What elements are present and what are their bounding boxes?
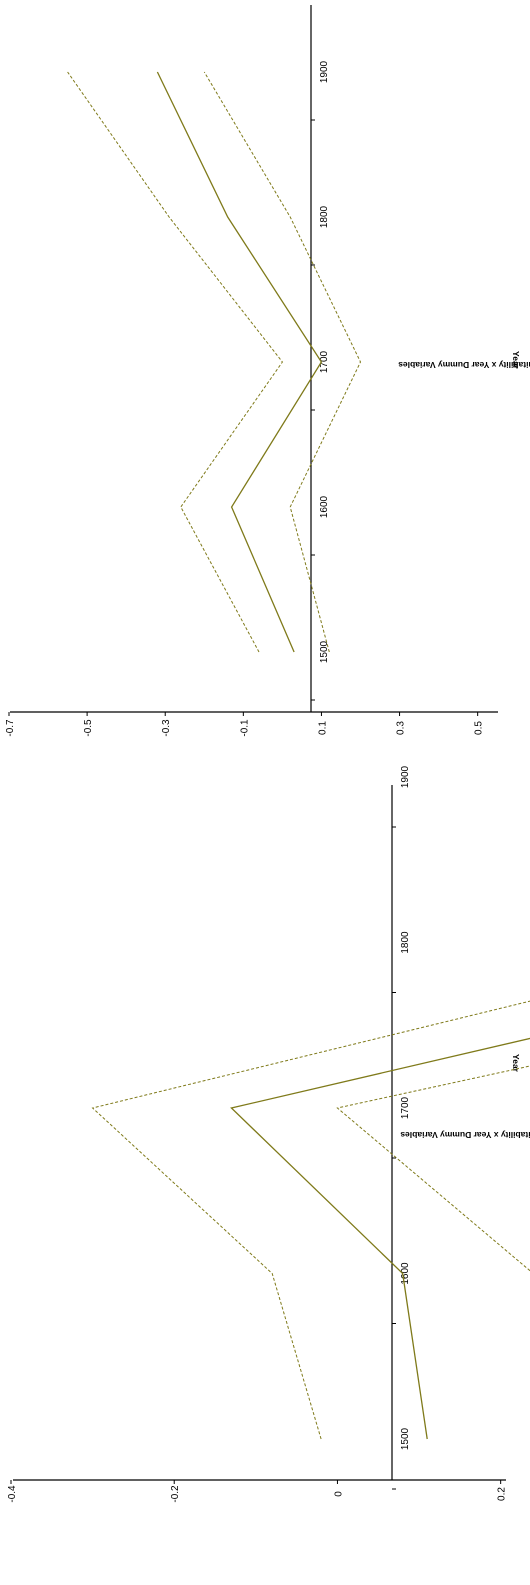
x-tick-label: 1700 xyxy=(319,350,330,373)
y-tick-label: 0.5 xyxy=(474,721,485,735)
x-tick-label: 1500 xyxy=(400,1427,411,1450)
y-tick-labels: -0.7-0.5-0.3-0.10.10.30.50.70.91.1 xyxy=(5,712,485,737)
x-axis-label: Year xyxy=(511,1054,521,1073)
series-group xyxy=(91,1000,530,1440)
x-tick-label: 1800 xyxy=(319,205,330,228)
y-axis-label: Coefficients ofAll Crop Suitability x Ye… xyxy=(398,360,530,370)
y-tick-label: 0 xyxy=(333,1491,344,1497)
x-tick-label: 1900 xyxy=(400,765,411,788)
x-tick-labels: 1500 1600 1700 1800 1900 xyxy=(392,765,411,1490)
series-group xyxy=(67,71,362,653)
y-tick-label: 0.3 xyxy=(396,721,407,735)
y-tick-label: -0.3 xyxy=(161,719,172,737)
series-line-confidence-bound xyxy=(336,1065,530,1272)
y-tick-label: -0.4 xyxy=(7,1485,18,1503)
x-tick-label: 1500 xyxy=(319,640,330,663)
y-axis-label: Coefficients of Potato Suitability x Yea… xyxy=(400,1130,530,1140)
y-tick-label: -0.1 xyxy=(239,719,250,737)
series-line-confidence-bound xyxy=(203,71,362,653)
y-tick-label: -0.7 xyxy=(5,719,16,737)
y-tick-label: 0.2 xyxy=(497,1487,508,1501)
x-tick-label: 1700 xyxy=(400,1096,411,1119)
series-line-confidence-bound xyxy=(91,1000,530,1440)
x-tick-label: 1900 xyxy=(319,60,330,83)
x-tick-labels: 1500 1600 1700 1800 1900 xyxy=(311,60,330,701)
y-tick-label: -0.5 xyxy=(83,719,94,737)
chart-all-crop-suitability: Coefficients ofAll Crop Suitability x Ye… xyxy=(5,5,530,737)
y-tick-label: 0.1 xyxy=(317,721,328,735)
y-tick-labels: -0.4-0.200.20.40.60.811.21.4 xyxy=(7,1480,508,1503)
series-line-estimate xyxy=(230,1037,530,1440)
chart-potato-suitability: Coefficients of Potato Suitability x Yea… xyxy=(7,765,530,1503)
x-tick-label: 1600 xyxy=(319,495,330,518)
series-line-confidence-bound xyxy=(67,71,284,653)
x-axis-label: Year xyxy=(511,351,521,370)
x-tick-label: 1800 xyxy=(400,931,411,954)
series-line-estimate xyxy=(156,71,323,653)
x-tick-label: 1600 xyxy=(400,1262,411,1285)
y-tick-label: -0.2 xyxy=(170,1485,181,1503)
